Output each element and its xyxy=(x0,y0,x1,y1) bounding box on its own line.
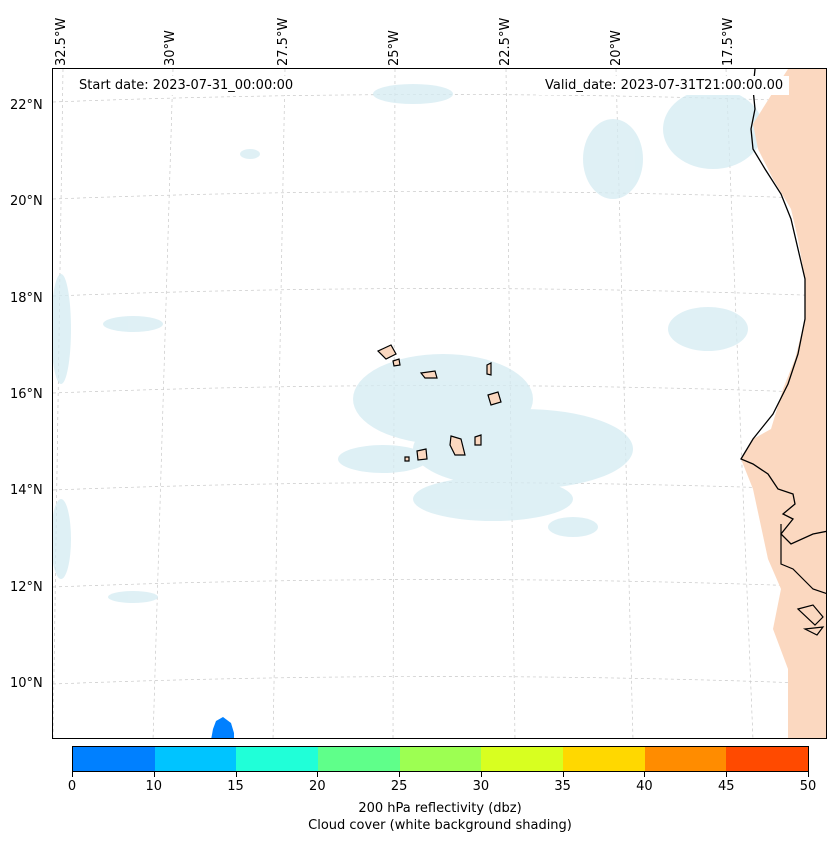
cloud-patch xyxy=(413,409,633,489)
meridian-27-5w xyxy=(272,69,286,738)
colorbar-tick-label: 25 xyxy=(390,779,408,794)
colorbar-tick xyxy=(726,772,728,777)
cloud-patch xyxy=(663,89,763,169)
cloud-patch xyxy=(53,274,71,384)
colorbar-segment-1 xyxy=(154,747,237,771)
cloud-patch xyxy=(103,316,163,332)
africa-land xyxy=(741,69,826,738)
colorbar-segment-6 xyxy=(563,747,645,771)
map-panel[interactable] xyxy=(52,68,827,739)
cloud-patch xyxy=(240,149,260,159)
colorbar-sublabel: Cloud cover (white background shading) xyxy=(308,818,572,833)
valid-date-label: Valid_date: 2023-07-31T21:00:00.00 xyxy=(539,76,790,95)
colorbar-tick-label: 15 xyxy=(227,779,244,794)
colorbar-tick-label: 30 xyxy=(472,779,490,794)
cloud-patch xyxy=(373,84,453,104)
island-fogo xyxy=(416,448,428,461)
colorbar-tick xyxy=(317,772,319,777)
meridian-32-5w xyxy=(53,69,64,738)
lat-label-14n: 14°N xyxy=(10,483,43,498)
parallel-18n xyxy=(53,288,826,297)
colorbar-tick xyxy=(480,772,482,777)
island-santo-antao xyxy=(376,344,397,360)
map-canvas xyxy=(53,69,826,738)
colorbar-tick-label: 50 xyxy=(799,779,817,794)
island-sal xyxy=(486,362,492,376)
meridian-20w xyxy=(615,69,634,738)
colorbar-tick-label: 0 xyxy=(67,779,77,794)
cloud-cover-shading xyxy=(53,84,763,603)
cloud-patch xyxy=(108,591,158,603)
colorbar-tick xyxy=(644,772,646,777)
lat-label-18n: 18°N xyxy=(10,291,43,306)
island-sao-nicolau xyxy=(419,370,438,379)
africa-coastline xyxy=(740,69,826,545)
island-sao-vicente xyxy=(392,358,401,367)
island-santiago xyxy=(449,435,466,456)
graticule xyxy=(53,69,826,738)
colorbar-tick-label: 20 xyxy=(309,779,326,794)
colorbar-tick xyxy=(562,772,564,777)
reflectivity-blob xyxy=(211,717,234,738)
lat-label-16n: 16°N xyxy=(10,387,43,402)
meridian-25w xyxy=(392,69,396,738)
lat-label-10n: 10°N xyxy=(10,676,43,691)
colorbar-tick-label: 35 xyxy=(554,779,571,794)
colorbar-segment-2 xyxy=(236,747,319,771)
coast-inlet xyxy=(780,524,826,594)
colorbar-segment-8 xyxy=(726,747,809,771)
colorbar-tick-label: 10 xyxy=(145,779,163,794)
parallel-10n xyxy=(53,676,826,685)
parallel-12n xyxy=(53,579,826,588)
colorbar-segment-3 xyxy=(318,747,400,771)
colorbar-tick xyxy=(235,772,237,777)
meridian-17-5w xyxy=(725,69,754,738)
lat-label-20n: 20°N xyxy=(10,194,43,209)
lon-label-17-5w: 17.5°W xyxy=(721,17,736,66)
island-brava xyxy=(404,456,410,462)
lon-label-27-5w: 27.5°W xyxy=(276,17,291,66)
island-boa-vista xyxy=(487,391,502,406)
colorbar-tick xyxy=(153,772,155,777)
lon-label-25w: 25°W xyxy=(387,30,402,66)
colorbar-tick-label: 45 xyxy=(717,779,735,794)
cloud-patch xyxy=(338,445,428,473)
coast-islands xyxy=(796,604,825,636)
cloud-patch xyxy=(583,119,643,199)
lon-label-20w: 20°W xyxy=(609,30,624,66)
cloud-patch xyxy=(413,477,573,521)
colorbar-segment-7 xyxy=(644,747,727,771)
island-maio xyxy=(474,434,482,446)
colorbar-segment-5 xyxy=(481,747,564,771)
cape-verde-islands xyxy=(376,344,502,462)
meridian-22-5w xyxy=(505,69,516,738)
colorbar xyxy=(72,746,809,772)
colorbar-tick xyxy=(399,772,401,777)
colorbar-tick-label: 40 xyxy=(636,779,653,794)
colorbar-tick xyxy=(72,772,73,777)
colorbar-label: 200 hPa reflectivity (dbz) xyxy=(358,801,522,816)
meridian-30w xyxy=(152,69,174,738)
lat-label-22n: 22°N xyxy=(10,98,43,113)
lon-label-32-5w: 32.5°W xyxy=(54,17,69,66)
start-date-label: Start date: 2023-07-31_00:00:00 xyxy=(73,76,300,95)
cloud-patch xyxy=(668,307,748,351)
colorbar-tick xyxy=(808,772,809,777)
lat-label-12n: 12°N xyxy=(10,580,43,595)
cloud-patch xyxy=(548,517,598,537)
cloud-patch xyxy=(53,499,71,579)
colorbar-segment-0 xyxy=(73,747,155,771)
lon-label-30w: 30°W xyxy=(163,30,178,66)
lon-label-22-5w: 22.5°W xyxy=(498,17,513,66)
colorbar-segment-4 xyxy=(399,747,482,771)
